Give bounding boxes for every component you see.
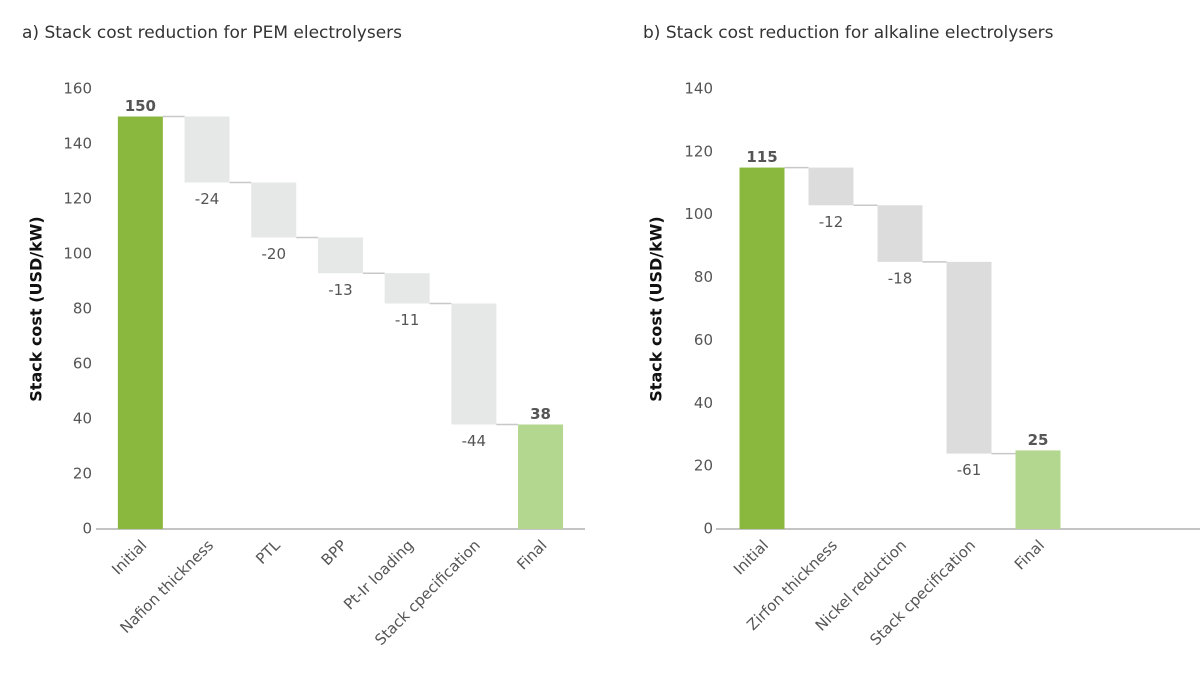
bar (317, 237, 363, 274)
y-tick-label: 160 (63, 80, 92, 98)
y-tick-label: 0 (703, 520, 713, 538)
bar (251, 182, 297, 238)
value-label: 25 (1028, 431, 1049, 449)
x-tick-label: Initial (108, 536, 150, 578)
value-label: 150 (125, 97, 156, 115)
bar (518, 424, 564, 529)
value-label: -11 (395, 311, 420, 329)
y-tick-label: 120 (63, 190, 92, 208)
chart-title: a) Stack cost reduction for PEM electrol… (22, 23, 402, 43)
bar (117, 116, 163, 529)
x-tick-label: BPP (318, 536, 351, 569)
value-label: -12 (819, 213, 844, 231)
bar (877, 205, 923, 262)
value-label: -61 (957, 461, 982, 479)
y-tick-label: 60 (73, 355, 92, 373)
x-tick-label: PTL (252, 536, 284, 568)
y-tick-label: 80 (73, 300, 92, 318)
value-label: -18 (888, 269, 913, 287)
value-label: 115 (746, 148, 777, 166)
bar (451, 303, 497, 425)
y-tick-label: 120 (684, 142, 713, 160)
y-tick-label: 60 (694, 331, 713, 349)
y-tick-label: 140 (684, 80, 713, 98)
value-label: -24 (195, 190, 220, 208)
y-axis-label: Stack cost (USD/kW) (27, 216, 46, 401)
y-tick-label: 80 (694, 268, 713, 286)
bar (384, 273, 430, 304)
value-label: -13 (328, 281, 353, 299)
y-axis-label: Stack cost (USD/kW) (647, 216, 666, 401)
y-tick-label: 20 (694, 457, 713, 475)
bar (184, 116, 230, 183)
chart-title: b) Stack cost reduction for alkaline ele… (643, 23, 1054, 43)
y-tick-label: 20 (73, 465, 92, 483)
x-tick-label: Final (513, 536, 550, 573)
bar (739, 167, 785, 530)
y-tick-label: 140 (63, 135, 92, 153)
bar (946, 261, 992, 454)
bar (1015, 450, 1061, 529)
y-tick-label: 40 (694, 394, 713, 412)
y-tick-label: 40 (73, 410, 92, 428)
value-label: 38 (530, 405, 551, 423)
x-tick-label: Final (1011, 536, 1048, 573)
value-label: -44 (462, 432, 487, 450)
y-tick-label: 100 (684, 205, 713, 223)
value-label: -20 (262, 245, 287, 263)
y-tick-label: 0 (82, 520, 92, 538)
y-tick-label: 100 (63, 245, 92, 263)
x-tick-label: Initial (730, 536, 772, 578)
bar (808, 167, 854, 206)
